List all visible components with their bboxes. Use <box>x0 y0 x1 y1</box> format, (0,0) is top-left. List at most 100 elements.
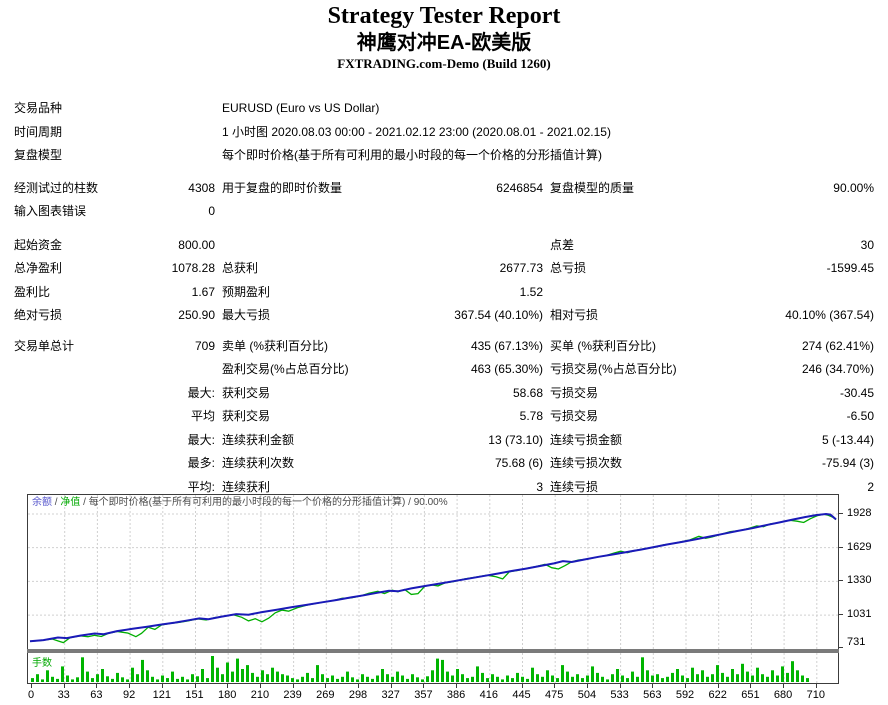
lot-bar <box>191 674 194 682</box>
lot-bar <box>221 674 224 682</box>
x-axis-label: 357 <box>414 689 433 701</box>
lot-bar <box>786 672 789 682</box>
x-axis-label: 386 <box>446 689 466 701</box>
stat-label: 点差 <box>550 237 575 252</box>
report-title: Strategy Tester Report <box>327 3 561 29</box>
lots-label: 手数 <box>32 658 52 669</box>
lot-bar <box>461 674 464 682</box>
y-tick <box>838 647 843 648</box>
x-tick <box>423 684 425 688</box>
lot-bar <box>261 670 264 682</box>
stat-value: 246 (34.70%) <box>801 362 874 376</box>
lot-bar <box>481 672 484 682</box>
x-axis-label: 0 <box>27 689 35 701</box>
stat-label: 买单 (%获利百分比) <box>550 338 656 353</box>
chart-canvas <box>28 495 838 649</box>
stat-value: 1.67 <box>191 284 215 299</box>
stat-value: -1599.45 <box>826 261 874 275</box>
legend-equity: 净值 <box>60 497 81 508</box>
lot-bar <box>721 672 724 682</box>
y-axis-label: 1629 <box>847 540 872 553</box>
lot-bar <box>551 675 554 682</box>
lot-bar <box>596 672 599 682</box>
x-tick <box>783 684 785 688</box>
lot-bar <box>736 674 739 682</box>
spacer <box>543 335 550 359</box>
stat-row: 盈利比 1.67 预期盈利 1.52 <box>14 281 874 305</box>
lot-bar <box>286 675 289 682</box>
lot-bar <box>436 658 439 682</box>
stat-value: 最大: <box>187 432 215 447</box>
lot-bar <box>346 671 349 682</box>
lot-bar <box>701 670 704 682</box>
stat-label <box>14 405 151 429</box>
stat-value: 274 (62.41%) <box>801 338 874 353</box>
x-tick <box>227 684 229 688</box>
stat-value: 40.10% (367.54) <box>785 308 874 322</box>
stat-label: 交易品种 <box>14 101 63 115</box>
x-tick <box>815 684 817 688</box>
lot-bar <box>626 678 629 682</box>
stat-label: 最大亏损 <box>222 308 271 322</box>
report-header: Strategy Tester Report 神鹰对冲EA-欧美版 FXTRAD… <box>0 0 888 72</box>
spacer <box>215 281 222 305</box>
y-tick <box>838 546 843 548</box>
lot-bar <box>501 679 504 682</box>
lot-bar <box>306 672 309 682</box>
x-axis-label: 563 <box>643 689 662 701</box>
lot-bar <box>121 677 124 682</box>
lot-bar <box>386 674 389 682</box>
stat-label <box>222 200 422 224</box>
stat-label: 用于复盘的即时价数量 <box>222 180 343 195</box>
y-tick <box>838 580 843 582</box>
stat-label <box>14 452 151 476</box>
lot-bar <box>751 675 754 682</box>
spacer <box>543 177 550 201</box>
lot-bar <box>331 675 334 682</box>
lot-bar <box>131 667 134 682</box>
x-axis-label: 180 <box>218 689 237 701</box>
stat-row: 平均: 连续获利 3 连续亏损 2 <box>14 476 874 500</box>
lot-bar <box>166 678 169 682</box>
stat-value: -75.94 (3) <box>821 456 874 470</box>
lot-bar <box>196 676 199 682</box>
x-axis-label: 121 <box>152 689 171 701</box>
x-tick <box>129 684 131 688</box>
stat-value: 435 (67.13%) <box>470 338 543 353</box>
spacer <box>215 97 222 121</box>
stat-value: 1.52 <box>519 284 543 299</box>
lot-bar <box>616 669 619 682</box>
lot-bar <box>36 674 39 682</box>
lot-bar <box>291 678 294 682</box>
stat-label <box>222 234 422 258</box>
stat-value: 75.68 (6) <box>494 456 543 470</box>
x-axis-label: 533 <box>610 689 629 701</box>
stat-label <box>14 429 151 453</box>
x-axis-label: 210 <box>250 689 270 701</box>
lot-bar <box>606 679 609 682</box>
spacer <box>543 452 550 476</box>
stat-value: 1078.28 <box>171 261 215 275</box>
lot-bar <box>486 678 489 682</box>
stat-value <box>422 200 543 224</box>
lot-bar <box>396 671 399 682</box>
lot-bar <box>371 678 374 682</box>
x-axis-label: 92 <box>122 689 136 701</box>
stat-label: 预期盈利 <box>222 284 271 299</box>
stat-row: 复盘模型 每个即时价格(基于所有可利用的最小时段的每一个价格的分形插值计算) <box>14 144 874 168</box>
server-build: FXTRADING.com-Demo (Build 1260) <box>337 56 551 71</box>
lot-bar <box>796 670 799 682</box>
spacer <box>215 452 222 476</box>
legend-separator: / <box>52 497 61 508</box>
ea-name: 神鹰对冲EA-欧美版 <box>356 32 532 54</box>
x-axis-label: 504 <box>577 689 597 701</box>
stat-row: 总净盈利 1078.28 总获利 2677.73 总亏损 -1599.45 <box>14 257 874 281</box>
x-tick <box>750 684 752 688</box>
stat-label: 连续亏损金额 <box>550 432 623 447</box>
lot-bar <box>781 666 784 682</box>
lot-bar <box>171 671 174 682</box>
balance-line <box>29 512 837 643</box>
lot-bar <box>116 672 119 682</box>
stat-value: 367.54 (40.10%) <box>454 308 543 322</box>
lot-bar <box>416 677 419 682</box>
